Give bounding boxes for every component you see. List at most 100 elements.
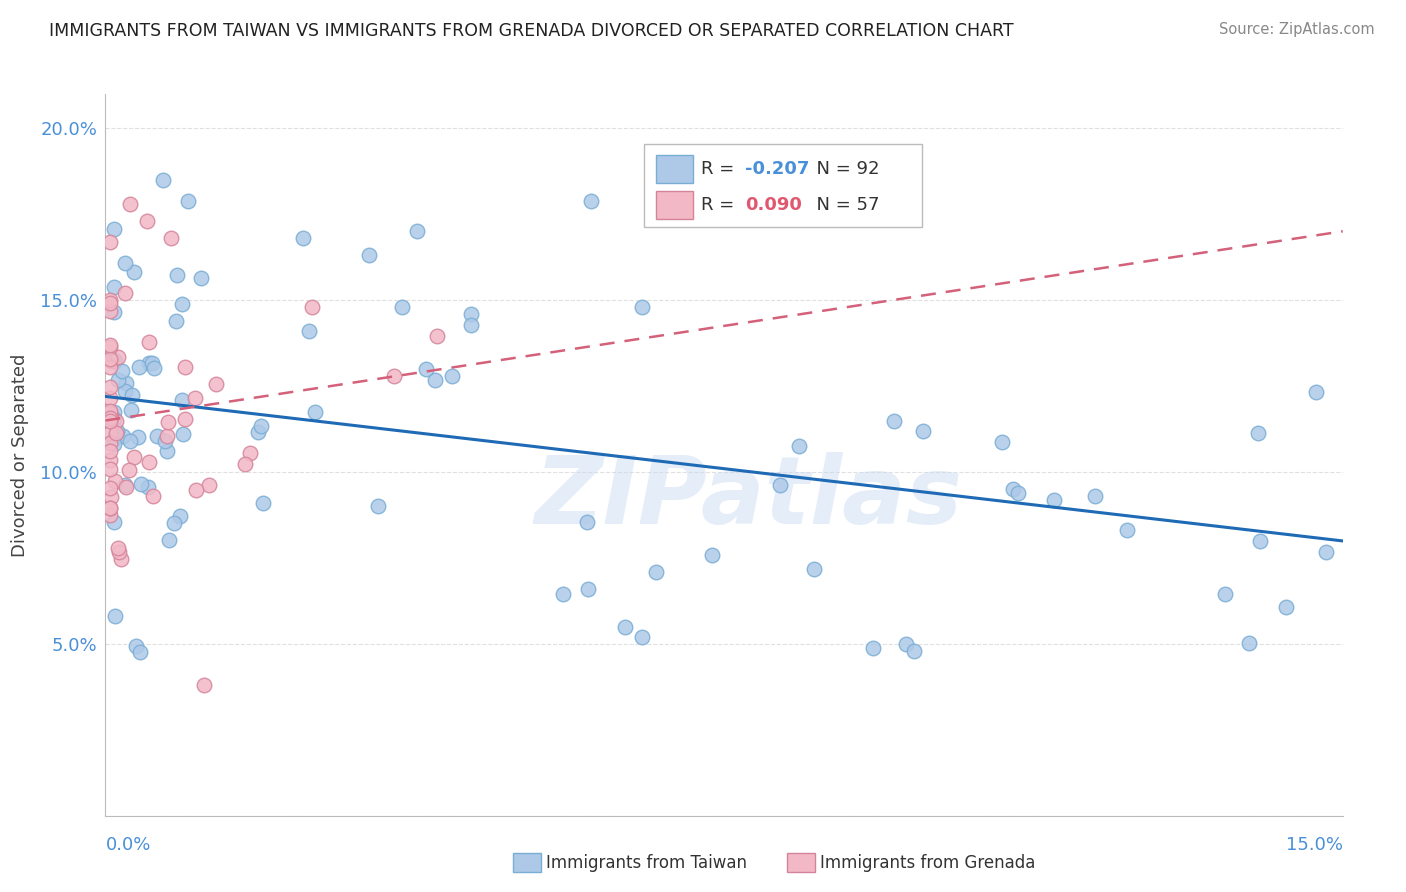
Point	[160, 231, 183, 245]
Point	[614, 620, 637, 634]
Point	[105, 424, 128, 438]
Point	[98, 414, 121, 428]
Point	[644, 565, 666, 579]
Point	[115, 480, 138, 494]
Point	[359, 248, 381, 262]
Point	[98, 404, 121, 418]
Point	[103, 304, 125, 318]
Point	[120, 196, 142, 211]
Point	[103, 405, 125, 419]
Point	[157, 415, 180, 429]
Point	[114, 478, 136, 492]
Point	[103, 608, 125, 623]
Point	[155, 434, 177, 448]
Point	[136, 480, 159, 494]
Point	[1237, 636, 1260, 650]
Point	[98, 351, 121, 366]
Point	[367, 499, 389, 513]
Point	[98, 406, 121, 420]
Point	[382, 368, 405, 383]
Point	[128, 359, 150, 374]
Point	[100, 304, 122, 318]
Point	[205, 377, 228, 392]
Point	[98, 508, 121, 522]
Point	[105, 425, 128, 440]
Point	[803, 562, 825, 576]
Point	[131, 477, 153, 491]
Point	[169, 509, 191, 524]
Point	[166, 268, 188, 282]
Point	[155, 444, 177, 458]
Text: 15.0%: 15.0%	[1285, 837, 1343, 855]
Point	[120, 403, 142, 417]
Point	[1084, 489, 1107, 503]
Point	[579, 194, 602, 209]
Point	[862, 640, 884, 655]
Point	[391, 300, 413, 314]
Point	[177, 194, 200, 208]
Point	[98, 379, 121, 393]
Point	[107, 545, 129, 559]
Point	[630, 300, 652, 314]
Point	[138, 335, 160, 350]
Point	[575, 515, 598, 529]
Point	[118, 434, 141, 449]
Point	[406, 224, 429, 238]
Point	[114, 384, 136, 399]
Point	[292, 231, 315, 245]
Point	[246, 425, 269, 440]
Point	[576, 582, 599, 596]
Point	[103, 515, 125, 529]
Text: Immigrants from Grenada: Immigrants from Grenada	[820, 854, 1035, 871]
Point	[894, 637, 917, 651]
Point	[152, 172, 174, 186]
Text: ZIPatlas: ZIPatlas	[534, 452, 963, 544]
Text: Source: ZipAtlas.com: Source: ZipAtlas.com	[1219, 22, 1375, 37]
Point	[98, 293, 121, 307]
Point	[1249, 533, 1271, 548]
Point	[98, 391, 121, 405]
Point	[190, 270, 212, 285]
Point	[98, 296, 121, 310]
Point	[118, 463, 141, 477]
Point	[426, 329, 449, 343]
Text: R =: R =	[700, 196, 745, 214]
Point	[1001, 483, 1024, 497]
Text: 0.090: 0.090	[745, 196, 801, 214]
Point	[298, 324, 321, 338]
Point	[174, 359, 197, 374]
Point	[162, 516, 184, 530]
Point	[1315, 545, 1337, 559]
Point	[991, 434, 1014, 449]
Bar	[657, 155, 693, 183]
Point	[98, 425, 121, 440]
Bar	[657, 191, 693, 219]
Point	[114, 256, 136, 270]
Point	[138, 455, 160, 469]
Point	[460, 318, 482, 332]
Point	[159, 533, 181, 547]
Text: Immigrants from Taiwan: Immigrants from Taiwan	[546, 854, 747, 871]
Point	[98, 481, 121, 495]
Point	[110, 363, 132, 377]
Point	[170, 297, 193, 311]
Point	[141, 356, 163, 370]
Point	[98, 444, 121, 458]
Point	[235, 458, 257, 472]
Point	[440, 368, 463, 383]
Point	[98, 340, 121, 354]
Point	[100, 500, 122, 515]
Point	[98, 462, 121, 476]
Point	[170, 392, 193, 407]
Point	[98, 435, 121, 450]
Point	[193, 678, 215, 692]
Point	[787, 439, 810, 453]
Text: N = 92: N = 92	[804, 160, 879, 178]
Point	[165, 314, 187, 328]
Point	[98, 360, 121, 375]
Point	[107, 350, 129, 364]
Point	[114, 376, 136, 391]
Text: -0.207: -0.207	[745, 160, 810, 178]
Point	[184, 483, 207, 497]
Point	[122, 450, 145, 465]
